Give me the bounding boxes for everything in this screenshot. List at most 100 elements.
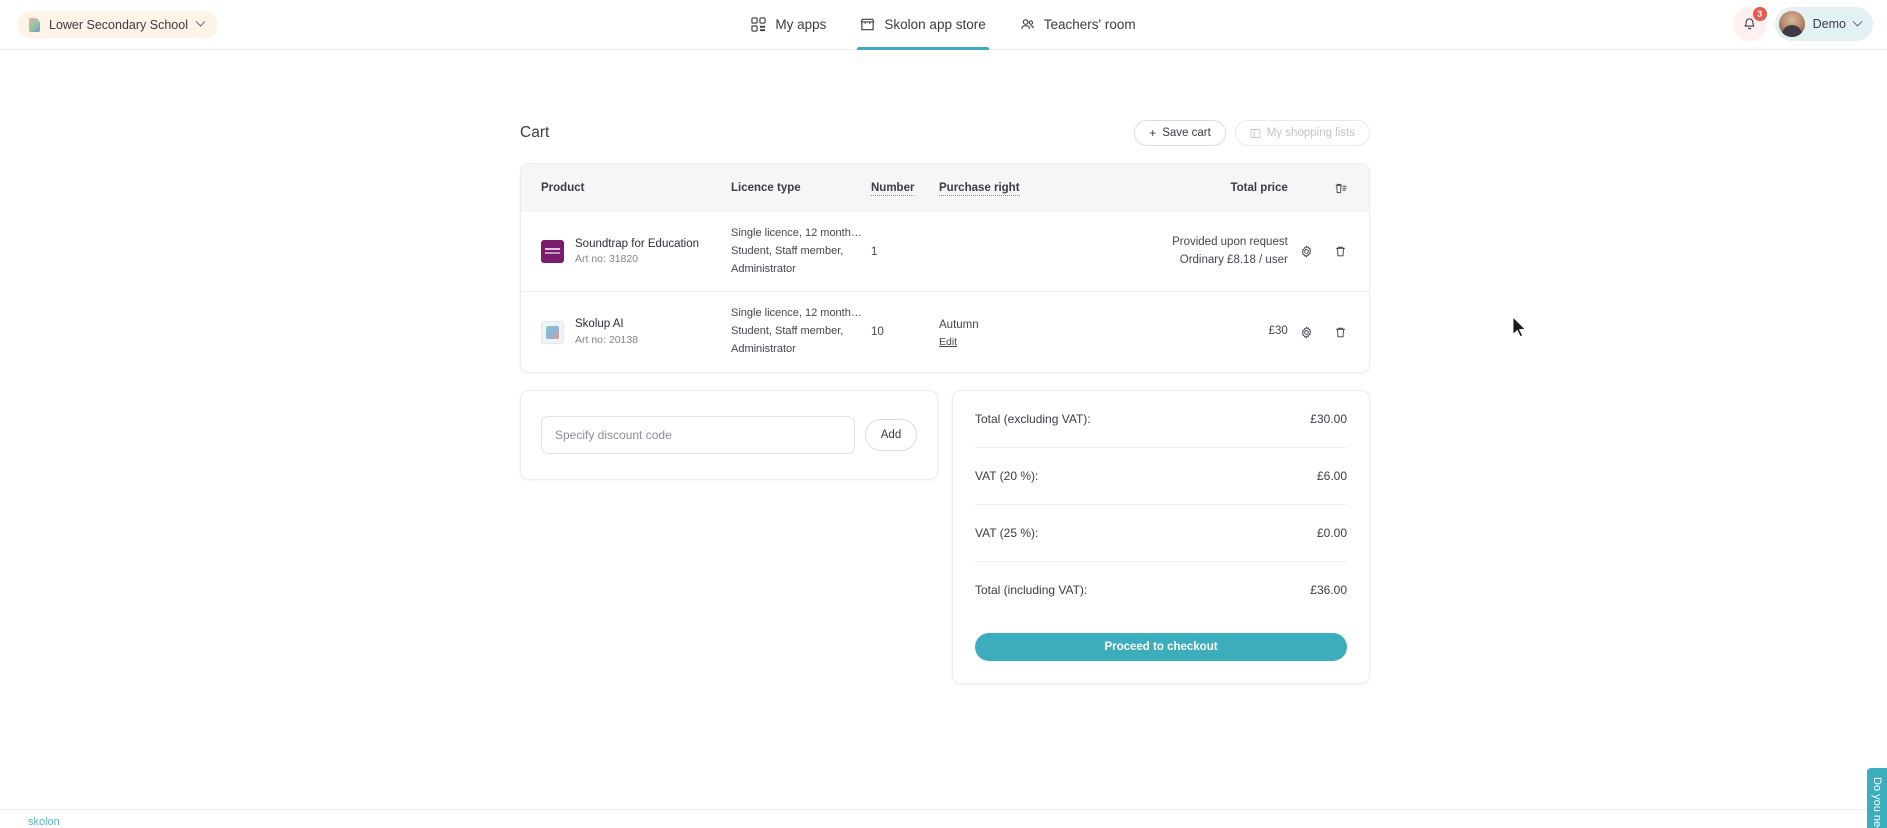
col-header-licence-type: Licence type — [731, 164, 871, 212]
col-header-number-label: Number — [871, 182, 915, 196]
col-header-actions — [1287, 164, 1369, 212]
total-value: £30.00 — [1310, 411, 1347, 426]
footer-logo: skolon — [28, 815, 60, 828]
licence-line-1: Single licence, 12 month… — [731, 227, 862, 239]
product-name[interactable]: Soundtrap for Education — [575, 237, 700, 250]
cell-purchase-right: Autumn Edit — [939, 291, 1169, 372]
chevron-down-icon — [1852, 16, 1863, 27]
product-name[interactable]: Skolup AI — [575, 318, 624, 331]
col-header-purchase-right[interactable]: Purchase right — [939, 164, 1169, 212]
total-row-including-vat: Total (including VAT): £36.00 — [975, 562, 1347, 619]
total-value: £0.00 — [1316, 525, 1347, 540]
chevron-down-icon — [195, 16, 206, 27]
table-row: Skolup AI Art no: 20138 Single licence, … — [521, 291, 1369, 372]
col-header-purchase-right-label: Purchase right — [939, 182, 1020, 196]
total-label: Total (including VAT): — [975, 583, 1088, 598]
cell-total-price: Provided upon request Ordinary £8.18 / u… — [1169, 212, 1288, 292]
people-icon — [1020, 19, 1034, 29]
gear-icon[interactable] — [1296, 241, 1318, 263]
help-tab[interactable]: Do you need help? — [1867, 768, 1887, 828]
clear-cart-icon[interactable] — [1329, 177, 1351, 199]
cell-number: 10 — [871, 291, 939, 372]
total-label: Total (excluding VAT): — [975, 411, 1091, 426]
mouse-cursor — [1512, 316, 1527, 337]
skolup-logo-icon — [541, 320, 564, 344]
cart-table-body: Soundtrap for Education Art no: 31820 Si… — [521, 212, 1369, 372]
plus-icon: + — [1149, 126, 1157, 140]
cell-product: Soundtrap for Education Art no: 31820 — [521, 212, 731, 292]
grid-apps-icon — [751, 17, 766, 32]
total-row-vat-20: VAT (20 %): £6.00 — [975, 448, 1347, 505]
col-header-number[interactable]: Number — [871, 164, 939, 212]
cell-actions — [1288, 212, 1369, 292]
product-art-no: Art no: 31820 — [575, 253, 639, 266]
licence-line-3: Administrator — [731, 343, 796, 356]
notifications-button[interactable]: 3 — [1732, 7, 1767, 41]
school-logo-icon — [29, 17, 40, 32]
purchase-right-edit-link[interactable]: Edit — [939, 335, 958, 348]
col-header-product: Product — [521, 164, 731, 212]
trash-icon[interactable] — [1329, 241, 1351, 263]
product-art-no: Art no: 20138 — [575, 333, 639, 346]
cart-table-head: Product Licence type Number Purchase rig… — [521, 164, 1369, 212]
licence-line-2: Student, Staff member, — [731, 244, 844, 257]
cart-table: Product Licence type Number Purchase rig… — [521, 164, 1369, 372]
total-row-excluding-vat: Total (excluding VAT): £30.00 — [975, 391, 1347, 448]
price-line-1: Provided upon request — [1172, 235, 1288, 248]
table-row: Soundtrap for Education Art no: 31820 Si… — [521, 212, 1369, 292]
notification-badge: 3 — [1752, 7, 1767, 21]
main-nav: My apps Skolon app store Teachers' room — [734, 0, 1152, 50]
app-header: Lower Secondary School My apps Skolon ap… — [0, 0, 1887, 50]
nav-label-skolon-app-store: Skolon app store — [884, 17, 986, 32]
cell-purchase-right — [939, 212, 1169, 292]
total-row-vat-25: VAT (25 %): £0.00 — [975, 505, 1347, 562]
my-shopping-lists-button[interactable]: My shopping lists — [1234, 120, 1370, 146]
price-line-1: £30 — [1268, 325, 1288, 338]
cart-header-row: Cart + Save cart My shopping lists — [520, 120, 1370, 146]
user-name-label: Demo — [1812, 17, 1846, 31]
nav-item-teachers-room[interactable]: Teachers' room — [1003, 0, 1153, 50]
cart-lower-section: Add Total (excluding VAT): £30.00 VAT (2… — [520, 389, 1370, 684]
cell-actions — [1287, 291, 1369, 372]
licence-line-1: Single licence, 12 month… — [731, 307, 862, 320]
cell-total-price: £30 — [1169, 291, 1288, 372]
avatar — [1778, 11, 1805, 37]
nav-label-teachers-room: Teachers' room — [1043, 17, 1136, 32]
my-shopping-lists-label: My shopping lists — [1266, 127, 1355, 139]
discount-row: Add — [541, 415, 917, 454]
discount-code-input[interactable] — [541, 415, 855, 454]
page-title: Cart — [520, 124, 550, 141]
proceed-to-checkout-button[interactable]: Proceed to checkout — [975, 632, 1347, 661]
trash-icon[interactable] — [1329, 321, 1351, 343]
gear-icon[interactable] — [1296, 321, 1318, 343]
total-label: VAT (25 %): — [975, 525, 1039, 540]
school-selector-label: Lower Secondary School — [49, 17, 188, 32]
page-body: Cart + Save cart My shopping lists — [0, 50, 1887, 828]
purchase-right-value: Autumn — [939, 318, 979, 331]
save-cart-button[interactable]: + Save cart — [1134, 120, 1226, 146]
price-line-2: Ordinary £8.18 / user — [1179, 253, 1288, 266]
header-right-cluster: 3 Demo — [1732, 7, 1873, 41]
licence-line-3: Administrator — [731, 262, 796, 275]
add-discount-button[interactable]: Add — [865, 418, 917, 451]
footer-divider — [0, 809, 1887, 810]
cell-licence-type: Single licence, 12 month… Student, Staff… — [731, 291, 871, 372]
table-header-row: Product Licence type Number Purchase rig… — [521, 164, 1369, 212]
nav-item-skolon-app-store[interactable]: Skolon app store — [843, 0, 1002, 50]
help-tab-label: Do you need help? — [1871, 776, 1883, 828]
save-cart-label: Save cart — [1162, 127, 1211, 139]
school-selector[interactable]: Lower Secondary School — [17, 11, 218, 38]
cart-table-card: Product Licence type Number Purchase rig… — [520, 163, 1370, 373]
cart-header-actions: + Save cart My shopping lists — [1134, 120, 1370, 146]
nav-label-my-apps: My apps — [775, 17, 827, 32]
total-label: VAT (20 %): — [975, 468, 1039, 483]
cart-page: Cart + Save cart My shopping lists — [520, 120, 1370, 684]
totals-panel: Total (excluding VAT): £30.00 VAT (20 %)… — [952, 389, 1370, 684]
cell-licence-type: Single licence, 12 month… Student, Staff… — [731, 212, 871, 292]
user-menu[interactable]: Demo — [1774, 7, 1873, 41]
nav-item-my-apps[interactable]: My apps — [734, 0, 843, 50]
cell-product: Skolup AI Art no: 20138 — [521, 291, 731, 372]
storefront-icon — [861, 18, 875, 31]
licence-line-2: Student, Staff member, — [731, 325, 844, 338]
bell-icon — [1744, 17, 1755, 29]
